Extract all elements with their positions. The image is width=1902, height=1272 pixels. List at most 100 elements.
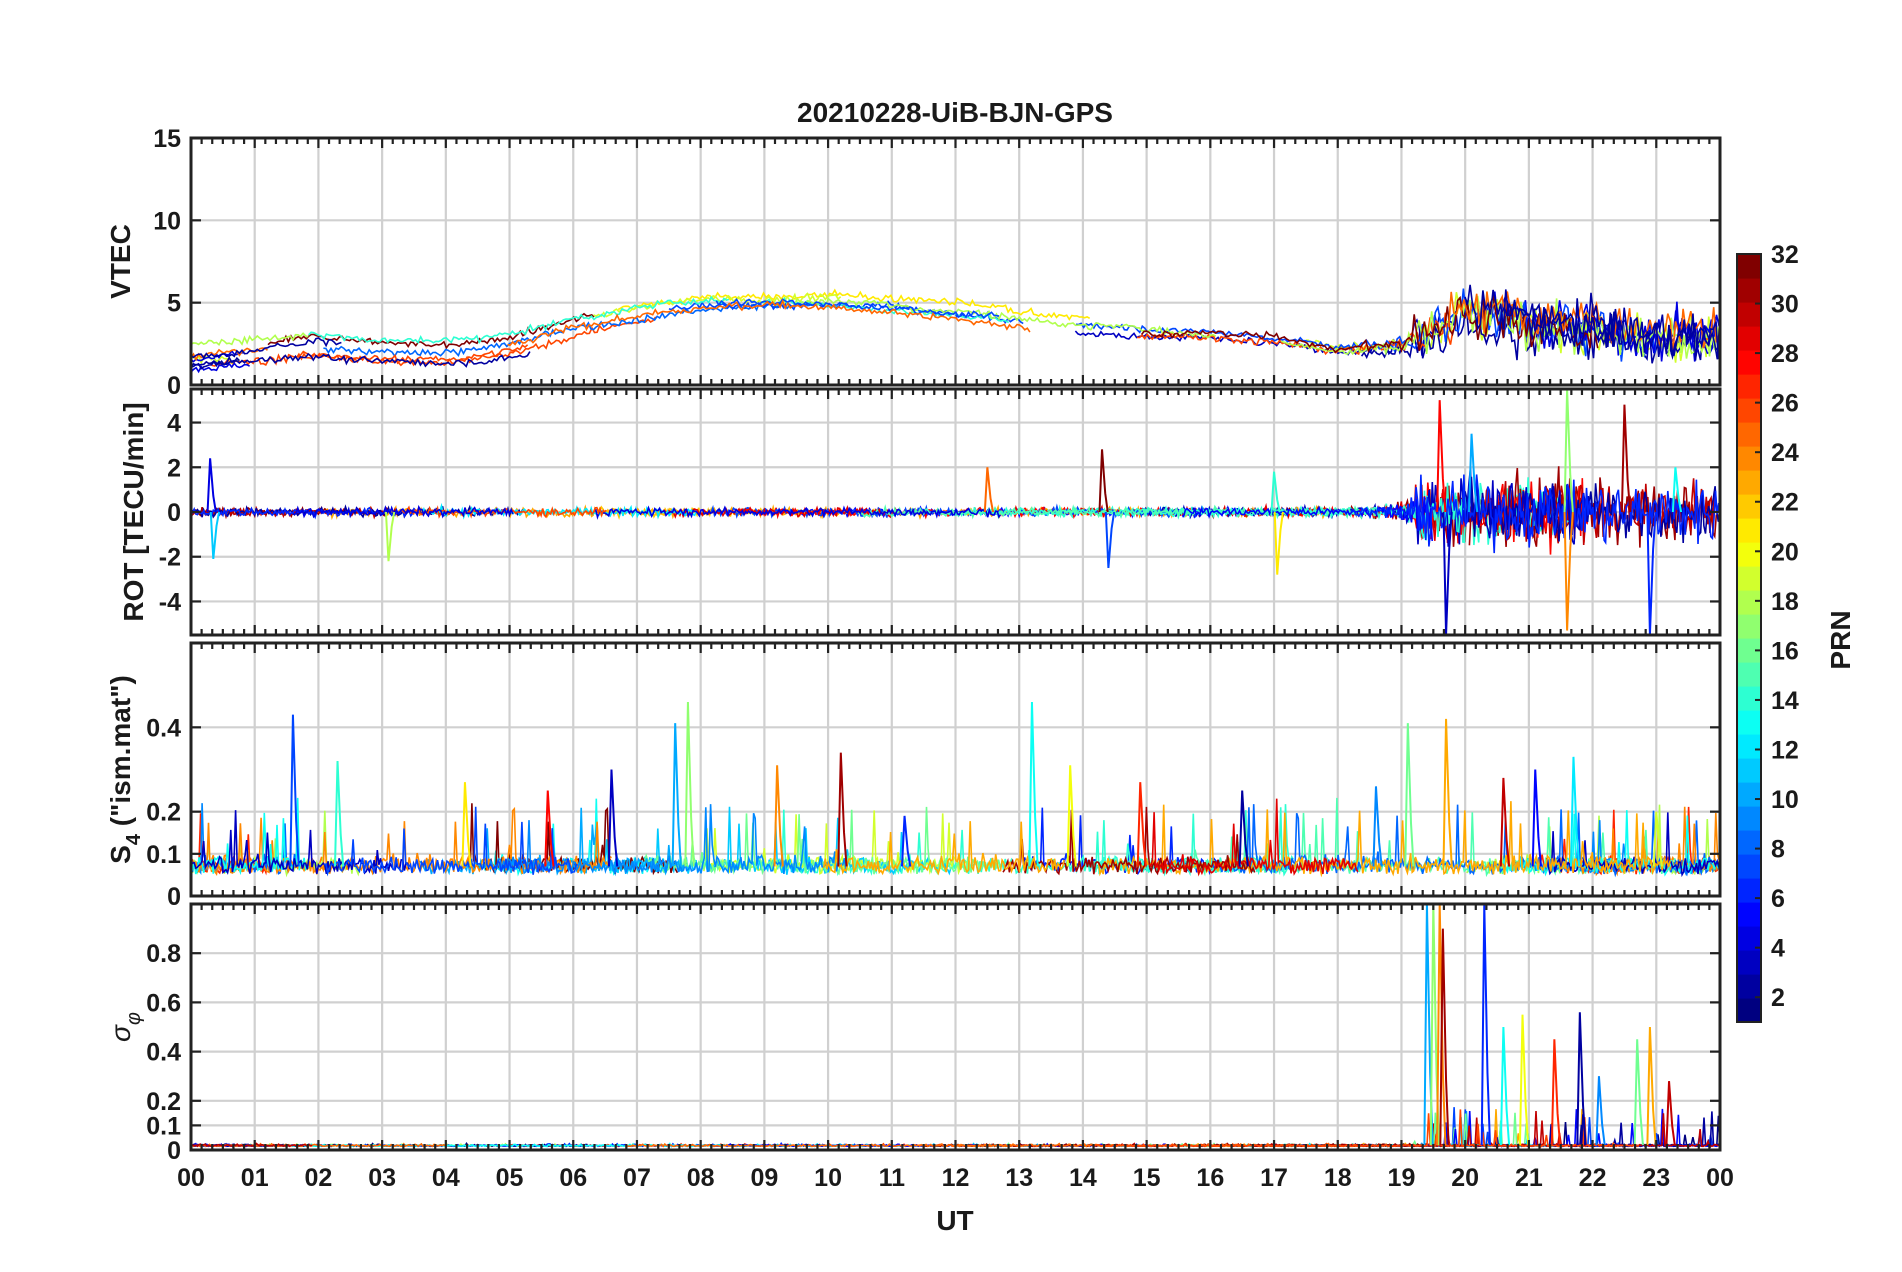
prn-trace	[857, 504, 1376, 520]
x-tick-label: 18	[1324, 1164, 1352, 1192]
colorbar-band	[1737, 302, 1761, 327]
x-tick-label: 17	[1260, 1164, 1288, 1192]
prn-trace	[191, 332, 309, 346]
data-peak	[1066, 765, 1077, 867]
x-tick-label: 14	[1069, 1164, 1097, 1192]
data-peak	[384, 511, 396, 562]
data-peak	[1531, 769, 1542, 867]
colorbar-band	[1737, 758, 1761, 783]
panel-vtec: 0 5 10 15 VTEC	[105, 125, 1722, 400]
prn-trace	[1092, 1109, 1640, 1148]
y-tick-label: 0.4	[146, 714, 181, 742]
data-peak	[773, 765, 784, 867]
y-tick-label: 0	[167, 499, 181, 527]
x-tick-label: 00	[1706, 1164, 1734, 1192]
colorbar-tick-label: 4	[1771, 935, 1785, 963]
colorbar-band	[1737, 782, 1761, 807]
x-tick-label: 15	[1133, 1164, 1161, 1192]
y-tick-label: 0	[167, 883, 181, 911]
data-peak	[1550, 1039, 1562, 1146]
data-peak	[1499, 1026, 1511, 1146]
data-peak	[544, 790, 555, 867]
x-tick-label: 08	[687, 1164, 715, 1192]
colorbar-band	[1737, 374, 1761, 399]
x-tick-label: 01	[241, 1164, 269, 1192]
y-tick-label: 15	[153, 125, 181, 153]
data-peak	[1646, 511, 1657, 635]
x-ticks	[189, 138, 1722, 385]
y-tick-label: 0	[167, 372, 181, 400]
colorbar-band	[1737, 734, 1761, 759]
y-tick-label: 10	[153, 207, 181, 235]
data-peak	[1646, 1026, 1657, 1146]
prn-trace	[1140, 291, 1599, 354]
colorbar-tick-label: 10	[1771, 786, 1799, 814]
data-peak	[206, 458, 217, 513]
colorbar-band	[1737, 278, 1761, 303]
x-tick-label: 05	[496, 1164, 524, 1192]
colorbar-tick-label: 24	[1771, 439, 1799, 467]
data-peak	[1518, 1014, 1530, 1146]
data-peak	[1273, 511, 1284, 575]
y-axis-label-s4: S4 ("ism.mat")	[105, 675, 145, 864]
x-tick-label: 03	[368, 1164, 396, 1192]
prn-trace	[715, 298, 1000, 320]
data-peak	[1238, 790, 1249, 867]
data-peak	[1442, 511, 1453, 635]
x-tick-label: 10	[814, 1164, 842, 1192]
y-tick-label: 2	[167, 454, 181, 482]
colorbar-tick-label: 28	[1771, 340, 1799, 368]
colorbar-band	[1737, 926, 1761, 951]
prn-trace	[1464, 284, 1720, 360]
data-peak	[983, 467, 995, 513]
colorbar-band	[1737, 662, 1761, 687]
colorbar-band	[1737, 566, 1761, 591]
prn-trace	[643, 806, 1002, 876]
x-tick-label: 12	[942, 1164, 970, 1192]
data-peak	[1633, 1039, 1644, 1146]
colorbar-band	[1737, 902, 1761, 927]
colorbar-band	[1737, 830, 1761, 855]
data-peak	[1595, 1076, 1606, 1146]
x-tick-label: 21	[1515, 1164, 1543, 1192]
colorbar-tick-label: 2	[1771, 984, 1785, 1012]
y-tick-label: 0.1	[146, 841, 181, 869]
colorbar-label: PRN	[1825, 610, 1856, 669]
prn-trace	[593, 505, 1002, 520]
data-peak	[1652, 811, 1664, 867]
y-tick-label: 0.8	[146, 940, 181, 968]
colorbar-band	[1737, 974, 1761, 999]
prn-trace	[323, 806, 579, 877]
x-tick-label: 11	[879, 1164, 906, 1192]
traces-rot	[191, 389, 1720, 635]
data-peak	[1270, 471, 1281, 513]
x-tick-label: 09	[750, 1164, 778, 1192]
x-tick-label: 06	[559, 1164, 587, 1192]
prn-trace	[593, 292, 842, 318]
data-peak	[289, 714, 300, 867]
data-peak	[1665, 1081, 1676, 1146]
colorbar-tick-label: 16	[1771, 637, 1799, 665]
prn-trace	[1545, 812, 1720, 878]
data-peak	[1028, 702, 1039, 867]
data-peak	[671, 723, 682, 867]
data-peak	[1436, 400, 1447, 513]
data-peak	[1480, 904, 1492, 1146]
x-ticks	[189, 643, 1722, 896]
data-peak	[1104, 511, 1116, 568]
data-peak	[1563, 511, 1574, 631]
colorbar-tick-label: 22	[1771, 489, 1799, 517]
y-tick-label: 4	[167, 410, 181, 438]
data-peak	[1467, 433, 1479, 513]
data-peak	[1442, 718, 1453, 867]
y-tick-label: -4	[159, 588, 181, 616]
prn-trace	[507, 298, 1031, 347]
data-peak	[684, 702, 695, 867]
prn-trace	[1097, 801, 1671, 878]
colorbar-band	[1737, 710, 1761, 735]
colorbar-band	[1737, 854, 1761, 879]
prn-trace	[1350, 474, 1720, 554]
colorbar-band	[1737, 446, 1761, 471]
